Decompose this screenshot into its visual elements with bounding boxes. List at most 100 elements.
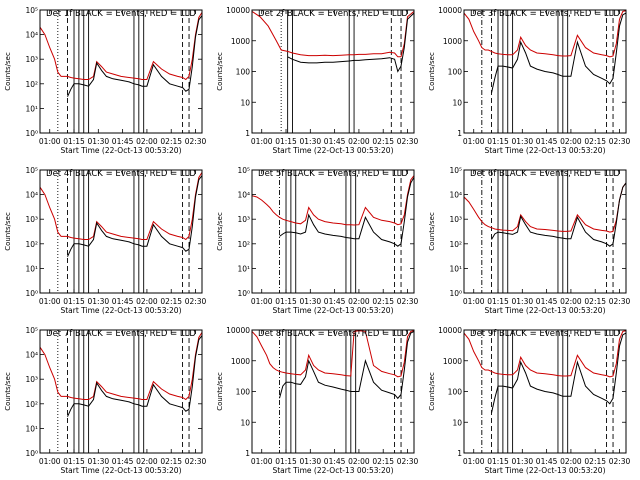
detector-plot-4: Det 4f BLACK = Events, RED = LLD 10⁰ 10¹ 10… xyxy=(4,166,207,315)
chart-title: Det 3f BLACK = Events, RED = LLD xyxy=(470,9,620,19)
x-tick-label: 01:15 xyxy=(63,457,85,466)
lld-series xyxy=(252,330,414,378)
x-axis-label: Start Time (22-Oct-13 00:53:20) xyxy=(484,306,605,315)
x-tick-label: 01:30 xyxy=(88,137,110,146)
y-tick-label: 1000 xyxy=(443,357,462,366)
x-tick-label: 02:00 xyxy=(560,297,582,306)
y-tick-label: 10⁵ xyxy=(25,326,38,335)
lld-series xyxy=(40,332,202,401)
x-tick-label: 01:15 xyxy=(487,457,509,466)
lld-series xyxy=(252,175,414,226)
y-axis-label: Counts/sec xyxy=(428,212,436,251)
x-tick-label: 02:30 xyxy=(397,457,419,466)
y-tick-label: 10⁵ xyxy=(25,6,38,15)
x-tick-label: 01:45 xyxy=(536,137,558,146)
x-tick-label: 01:45 xyxy=(112,457,134,466)
x-tick-label: 01:00 xyxy=(463,297,485,306)
detector-plot-5: Det 5f BLACK = Events, RED = LLD 10⁰ 10¹ 10… xyxy=(216,166,419,315)
y-tick-label: 10² xyxy=(237,240,250,249)
x-axis-label: Start Time (22-Oct-13 00:53:20) xyxy=(60,466,181,475)
x-tick-label: 01:45 xyxy=(112,297,134,306)
x-tick-label: 01:30 xyxy=(512,297,534,306)
x-tick-label: 02:15 xyxy=(160,457,182,466)
x-tick-label: 02:00 xyxy=(136,457,158,466)
x-tick-label: 01:00 xyxy=(39,457,61,466)
y-tick-label: 10¹ xyxy=(449,264,462,273)
detector-plot-2: Det 2f BLACK = Events, RED = LLD 1 10 100 10… xyxy=(216,6,419,155)
chart-title: Det 7f BLACK = Events, RED = LLD xyxy=(46,329,196,339)
x-tick-label: 02:15 xyxy=(584,297,606,306)
x-tick-label: 01:45 xyxy=(536,457,558,466)
x-tick-label: 01:15 xyxy=(275,297,297,306)
y-tick-label: 10000 xyxy=(226,326,250,335)
y-axis-label: Counts/sec xyxy=(4,52,12,91)
x-tick-label: 02:00 xyxy=(348,457,370,466)
y-tick-label: 1000 xyxy=(443,37,462,46)
x-tick-label: 01:30 xyxy=(512,137,534,146)
lld-series xyxy=(464,330,626,378)
x-tick-label: 01:15 xyxy=(63,137,85,146)
x-axis-label: Start Time (22-Oct-13 00:53:20) xyxy=(60,306,181,315)
x-tick-label: 02:30 xyxy=(397,297,419,306)
lld-series xyxy=(40,12,202,81)
x-tick-label: 01:00 xyxy=(39,137,61,146)
x-tick-label: 01:30 xyxy=(300,457,322,466)
x-tick-label: 01:30 xyxy=(88,457,110,466)
y-tick-label: 100 xyxy=(448,388,463,397)
y-tick-label: 10⁴ xyxy=(449,191,462,200)
x-axis-label: Start Time (22-Oct-13 00:53:20) xyxy=(60,146,181,155)
y-axis-label: Counts/sec xyxy=(428,372,436,411)
x-tick-label: 02:30 xyxy=(185,297,207,306)
y-tick-label: 10³ xyxy=(25,215,38,224)
y-tick-label: 10⁴ xyxy=(237,191,250,200)
y-tick-label: 10⁴ xyxy=(25,351,38,360)
y-tick-label: 1000 xyxy=(231,37,250,46)
x-tick-label: 02:15 xyxy=(584,137,606,146)
events-series xyxy=(279,330,414,400)
x-tick-label: 01:30 xyxy=(88,297,110,306)
x-tick-label: 01:00 xyxy=(39,297,61,306)
y-axis-label: Counts/sec xyxy=(216,52,224,91)
x-tick-label: 01:15 xyxy=(63,297,85,306)
y-tick-label: 10000 xyxy=(438,6,462,15)
detector-plot-6: Det 6f BLACK = Events, RED = LLD 10⁰ 10¹ 10… xyxy=(428,166,631,315)
events-series xyxy=(287,12,414,73)
events-series xyxy=(279,177,414,247)
events-series xyxy=(491,182,626,247)
detector-plot-1: Det 1f BLACK = Events, RED = LLD 10⁰ 10¹ 10… xyxy=(4,6,207,155)
y-tick-label: 1 xyxy=(457,449,462,458)
detector-plot-9: Det 9f BLACK = Events, RED = LLD 1 10 100 10… xyxy=(428,326,631,475)
x-axis-label: Start Time (22-Oct-13 00:53:20) xyxy=(272,466,393,475)
y-tick-label: 10² xyxy=(449,240,462,249)
events-series xyxy=(491,12,626,94)
x-tick-label: 01:00 xyxy=(251,137,273,146)
x-tick-label: 02:30 xyxy=(609,457,631,466)
y-tick-label: 10⁰ xyxy=(25,129,38,138)
y-tick-label: 10⁰ xyxy=(25,289,38,298)
x-tick-label: 02:00 xyxy=(136,297,158,306)
x-tick-label: 02:30 xyxy=(185,137,207,146)
y-tick-label: 10 xyxy=(452,418,462,427)
x-tick-label: 01:15 xyxy=(275,457,297,466)
x-tick-label: 01:45 xyxy=(324,457,346,466)
x-tick-label: 01:00 xyxy=(463,137,485,146)
y-tick-label: 10³ xyxy=(237,215,250,224)
x-tick-label: 02:00 xyxy=(136,137,158,146)
y-tick-label: 10⁴ xyxy=(25,191,38,200)
x-tick-label: 02:15 xyxy=(372,137,394,146)
x-tick-label: 01:45 xyxy=(324,137,346,146)
x-tick-label: 01:45 xyxy=(112,137,134,146)
y-tick-label: 10³ xyxy=(25,55,38,64)
plot-frame xyxy=(39,9,203,134)
events-series xyxy=(67,335,202,417)
x-tick-label: 02:30 xyxy=(397,137,419,146)
x-axis-label: Start Time (22-Oct-13 00:53:20) xyxy=(484,466,605,475)
y-tick-label: 10 xyxy=(240,98,250,107)
y-tick-label: 10² xyxy=(25,240,38,249)
y-tick-label: 1 xyxy=(245,449,250,458)
lld-series xyxy=(252,10,414,58)
y-axis-label: Counts/sec xyxy=(4,212,12,251)
y-tick-label: 1000 xyxy=(231,357,250,366)
y-tick-label: 1 xyxy=(245,129,250,138)
